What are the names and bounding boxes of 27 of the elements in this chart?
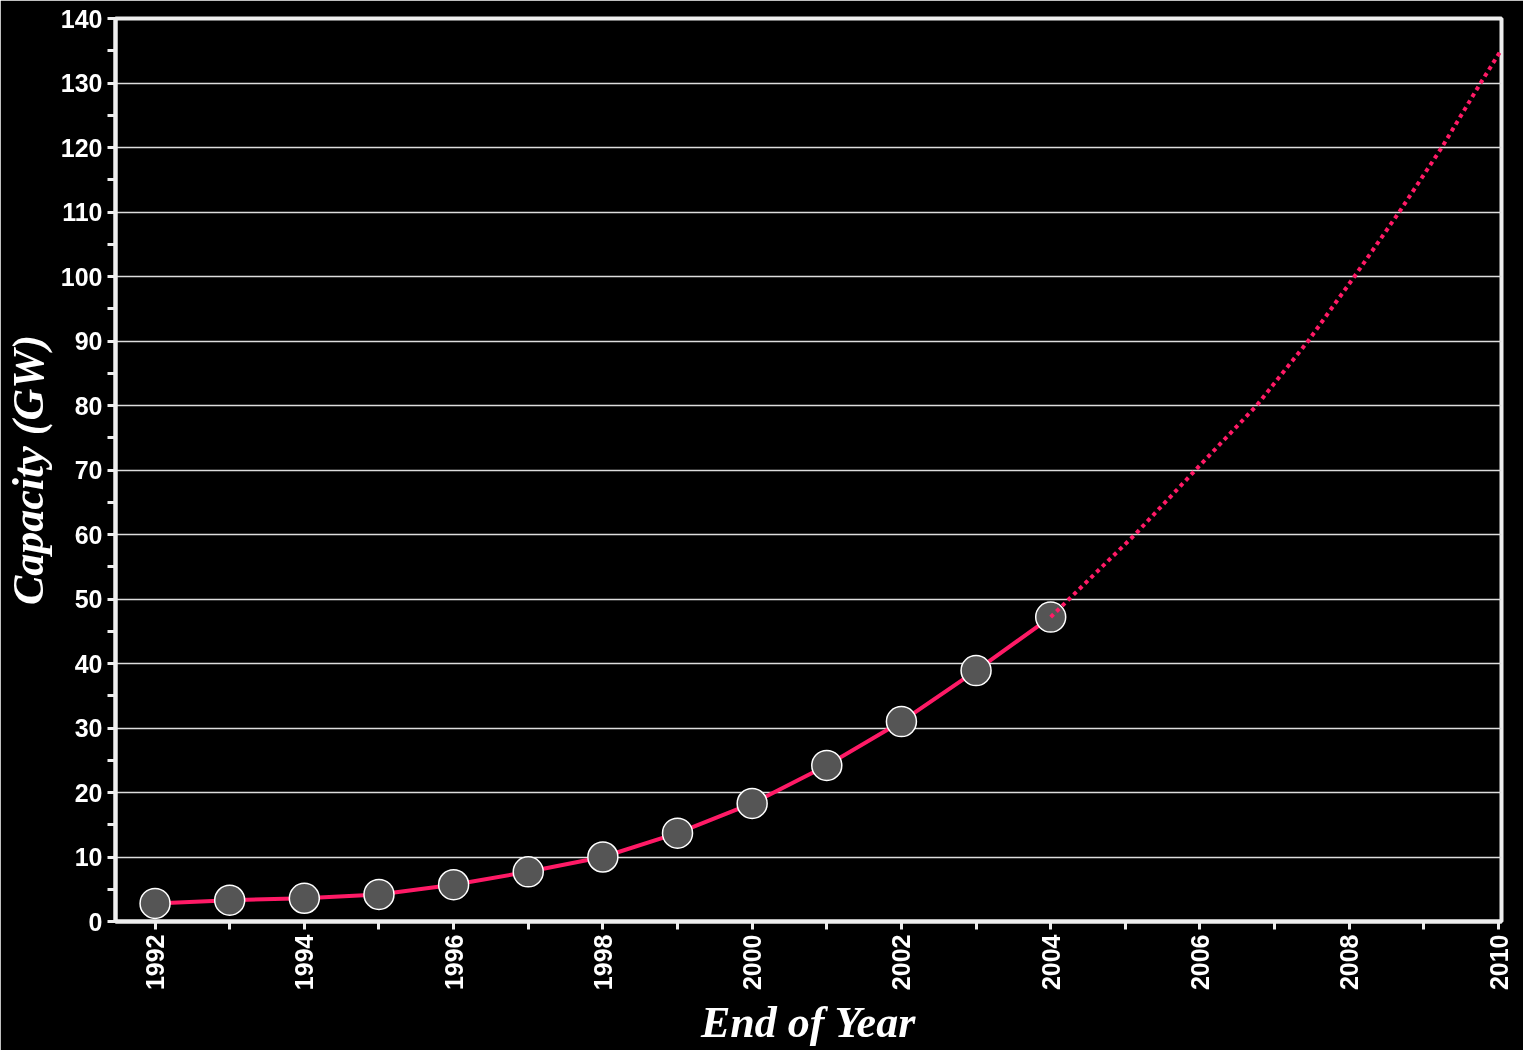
x-tick-label: 2006 [1185, 934, 1214, 991]
x-tick-label: 2004 [1036, 934, 1065, 991]
y-tick-label: 10 [74, 843, 103, 871]
y-tick-label: 60 [74, 520, 103, 549]
y-tick-label: 0 [88, 907, 103, 936]
x-axis-title: End of Year [699, 998, 917, 1048]
y-tick-label: 130 [60, 69, 103, 97]
x-tick-label: 2002 [887, 934, 916, 991]
x-tick-label: 1998 [588, 934, 617, 991]
x-tick-label: 2000 [738, 934, 767, 991]
x-tick-label: 1996 [439, 934, 468, 991]
y-tick-label: 110 [62, 198, 103, 226]
x-tick-label: 1992 [141, 934, 170, 991]
y-tick-label: 120 [60, 133, 103, 162]
x-tick-label: 2008 [1335, 934, 1364, 991]
y-tick-label: 20 [74, 778, 103, 807]
x-tick-label: 1994 [290, 934, 319, 991]
y-tick-label: 100 [60, 262, 103, 291]
y-tick-label: 50 [74, 585, 103, 613]
y-tick-label: 80 [74, 391, 103, 420]
y-axis-title: Capacity (GW) [3, 334, 53, 606]
y-tick-label: 90 [74, 327, 103, 355]
y-tick-label: 140 [60, 4, 103, 33]
y-tick-label: 30 [74, 714, 103, 742]
x-tick-label: 2010 [1484, 934, 1513, 991]
y-tick-label: 40 [74, 649, 103, 678]
y-tick-label: 70 [74, 456, 103, 484]
